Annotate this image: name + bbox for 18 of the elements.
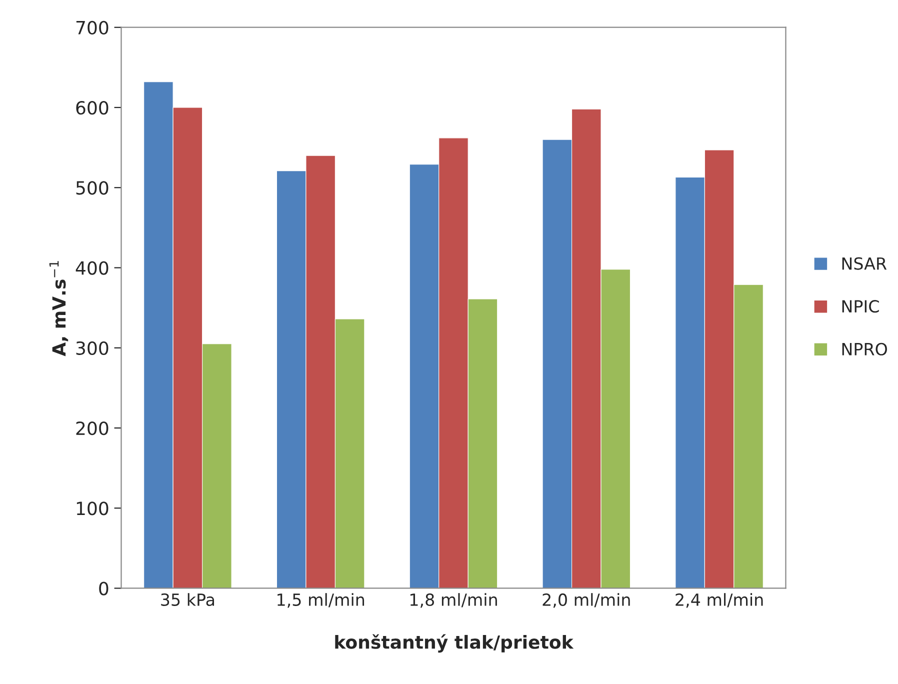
x-tick-label: 2,0 ml/min — [542, 593, 630, 608]
y-tick-label: 700 — [76, 20, 108, 34]
x-tick-label: 2,4 ml/min — [676, 593, 763, 608]
y-axis-title: A, mV.s$^{−1}$ — [49, 261, 68, 356]
y-tick-label: 300 — [76, 341, 108, 355]
y-tick-label: 100 — [76, 502, 108, 516]
y-tick-label: 600 — [76, 100, 108, 115]
y-tick-label: 0 — [99, 582, 108, 596]
legend-label: NPRO — [842, 342, 887, 356]
legend-label: NPIC — [842, 300, 879, 313]
legend-label: NSAR — [842, 257, 887, 270]
x-tick-label: 35 kPa — [161, 593, 214, 606]
x-axis-title: konštantný tlak/prietok — [335, 634, 574, 653]
x-tick-label: 1,5 ml/min — [278, 593, 364, 608]
x-tick-label: 1,8 ml/min — [410, 593, 497, 608]
y-tick-label: 500 — [76, 181, 108, 195]
y-tick-label: 400 — [76, 261, 108, 275]
y-tick-label: 200 — [76, 421, 108, 436]
